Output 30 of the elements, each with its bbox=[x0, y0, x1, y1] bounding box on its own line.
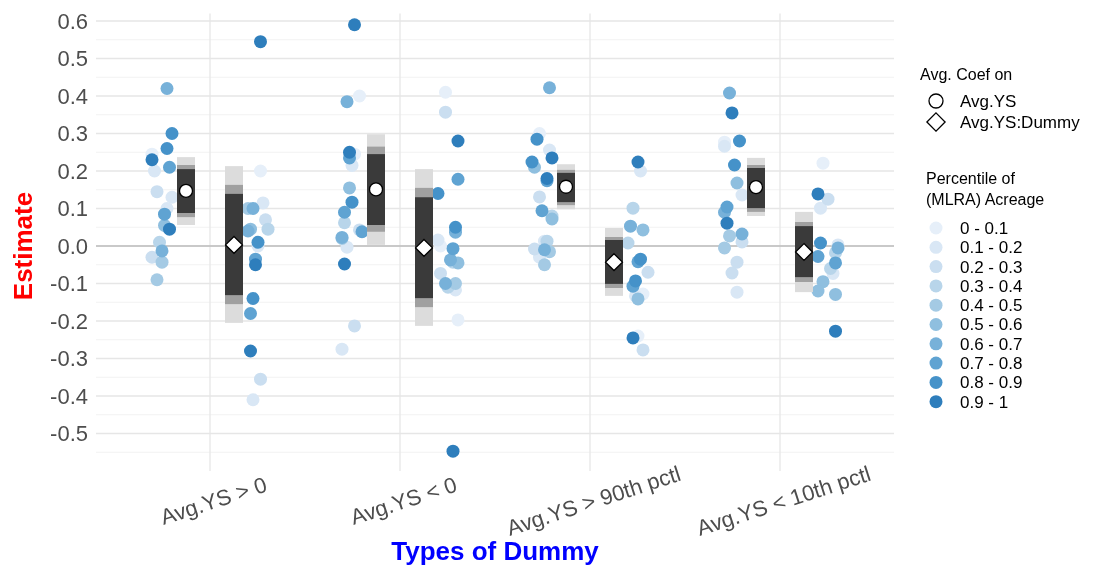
y-tick-label: -0.4 bbox=[50, 383, 88, 409]
y-tick-label: 0.4 bbox=[57, 83, 88, 109]
y-tick-label: 0.6 bbox=[57, 8, 88, 34]
legend-label: 0.2 - 0.3 bbox=[960, 257, 1023, 277]
y-tick-label: 0.2 bbox=[57, 158, 88, 184]
y-tick-label: -0.1 bbox=[50, 271, 88, 297]
y-tick-label: 0.3 bbox=[57, 121, 88, 147]
x-tick-label: Avg.YS > 0 bbox=[157, 471, 270, 530]
legend-label: Avg.YS bbox=[960, 91, 1017, 111]
x-tick-label: Avg.YS < 10th pctl bbox=[693, 460, 874, 541]
legend-label: 0.7 - 0.8 bbox=[960, 354, 1023, 374]
y-tick-label: -0.3 bbox=[50, 346, 88, 372]
legend-label: 0.6 - 0.7 bbox=[960, 334, 1023, 354]
y-tick-label: 0.5 bbox=[57, 46, 88, 72]
legend-label: 0.9 - 1 bbox=[960, 392, 1009, 412]
legend-label: 0.8 - 0.9 bbox=[960, 373, 1023, 393]
legend-title: Percentile of (MLRA) Acreage bbox=[926, 170, 1045, 208]
y-tick-label: 0.0 bbox=[57, 233, 88, 259]
legend-label: 0 - 0.1 bbox=[960, 218, 1009, 238]
legend-label: 0.1 - 0.2 bbox=[960, 238, 1023, 258]
text: Avg. Coef on bbox=[920, 66, 1013, 83]
y-axis-title: Estimate bbox=[8, 191, 38, 301]
legend-label: 0.5 - 0.6 bbox=[960, 315, 1023, 335]
y-tick-label: -0.5 bbox=[50, 421, 88, 447]
legend-label: 0.3 - 0.4 bbox=[960, 276, 1023, 296]
legend-label: 0.4 - 0.5 bbox=[960, 296, 1023, 316]
x-tick-label: Avg.YS < 0 bbox=[347, 471, 460, 530]
y-tick-label: -0.2 bbox=[50, 308, 88, 334]
y-tick-label: 0.1 bbox=[57, 196, 88, 222]
legend-label: Avg.YS:Dummy bbox=[960, 112, 1081, 132]
